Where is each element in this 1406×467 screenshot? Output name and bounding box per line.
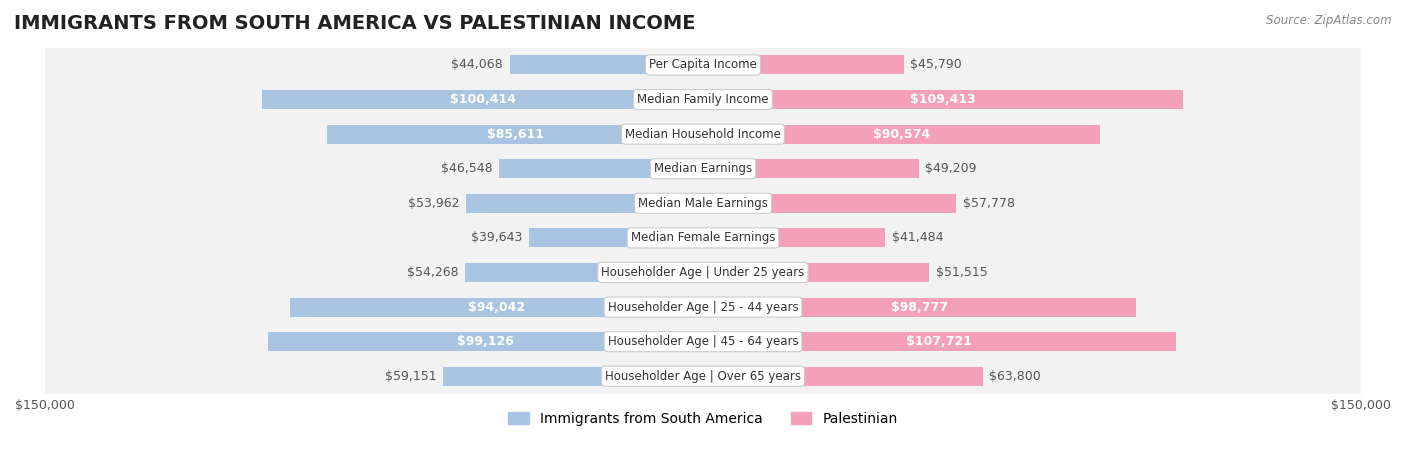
Bar (263, 90, 703, 109)
Text: $51,515: $51,515 (935, 266, 987, 279)
Text: $99,126: $99,126 (457, 335, 515, 348)
Bar (269, 332, 703, 351)
Bar (703, 367, 983, 386)
Bar (703, 297, 1136, 317)
Text: Median Female Earnings: Median Female Earnings (631, 231, 775, 244)
Text: $54,268: $54,268 (406, 266, 458, 279)
Bar (703, 332, 1175, 351)
Text: $63,800: $63,800 (990, 370, 1042, 383)
Text: Householder Age | 25 - 44 years: Householder Age | 25 - 44 years (607, 301, 799, 313)
Bar (509, 56, 703, 75)
Text: Householder Age | Under 25 years: Householder Age | Under 25 years (602, 266, 804, 279)
Text: Householder Age | Over 65 years: Householder Age | Over 65 years (605, 370, 801, 383)
Bar (45, 290, 1361, 325)
Bar (703, 263, 929, 282)
Bar (328, 125, 703, 144)
Text: $107,721: $107,721 (907, 335, 973, 348)
Bar (703, 90, 1182, 109)
Bar (45, 82, 1361, 117)
Text: $57,778: $57,778 (963, 197, 1015, 210)
Text: IMMIGRANTS FROM SOUTH AMERICA VS PALESTINIAN INCOME: IMMIGRANTS FROM SOUTH AMERICA VS PALESTI… (14, 14, 696, 33)
Text: $59,151: $59,151 (385, 370, 437, 383)
Bar (291, 297, 703, 317)
Bar (45, 117, 1361, 151)
Bar (443, 367, 703, 386)
Bar (703, 125, 1101, 144)
Text: $49,209: $49,209 (925, 162, 977, 175)
Text: Median Household Income: Median Household Income (626, 127, 780, 141)
Bar (45, 151, 1361, 186)
Text: $90,574: $90,574 (873, 127, 931, 141)
Text: Householder Age | 45 - 64 years: Householder Age | 45 - 64 years (607, 335, 799, 348)
Bar (529, 228, 703, 248)
Text: $100,414: $100,414 (450, 93, 516, 106)
Text: Median Male Earnings: Median Male Earnings (638, 197, 768, 210)
Text: $45,790: $45,790 (911, 58, 962, 71)
Text: Median Family Income: Median Family Income (637, 93, 769, 106)
Text: $85,611: $85,611 (486, 127, 544, 141)
Bar (45, 186, 1361, 220)
Bar (703, 56, 904, 75)
Bar (703, 194, 956, 213)
Text: Median Earnings: Median Earnings (654, 162, 752, 175)
Text: $41,484: $41,484 (891, 231, 943, 244)
Text: $109,413: $109,413 (910, 93, 976, 106)
Bar (45, 48, 1361, 82)
Text: $39,643: $39,643 (471, 231, 523, 244)
Bar (45, 325, 1361, 359)
Bar (465, 263, 703, 282)
Text: $44,068: $44,068 (451, 58, 503, 71)
Bar (45, 255, 1361, 290)
Text: $46,548: $46,548 (440, 162, 492, 175)
Bar (467, 194, 703, 213)
Legend: Immigrants from South America, Palestinian: Immigrants from South America, Palestini… (502, 406, 904, 432)
Text: Source: ZipAtlas.com: Source: ZipAtlas.com (1267, 14, 1392, 27)
Text: Per Capita Income: Per Capita Income (650, 58, 756, 71)
Bar (45, 220, 1361, 255)
Text: $98,777: $98,777 (891, 301, 948, 313)
Bar (45, 359, 1361, 394)
Bar (499, 159, 703, 178)
Bar (703, 159, 920, 178)
Bar (703, 228, 884, 248)
Text: $94,042: $94,042 (468, 301, 526, 313)
Text: $53,962: $53,962 (408, 197, 460, 210)
